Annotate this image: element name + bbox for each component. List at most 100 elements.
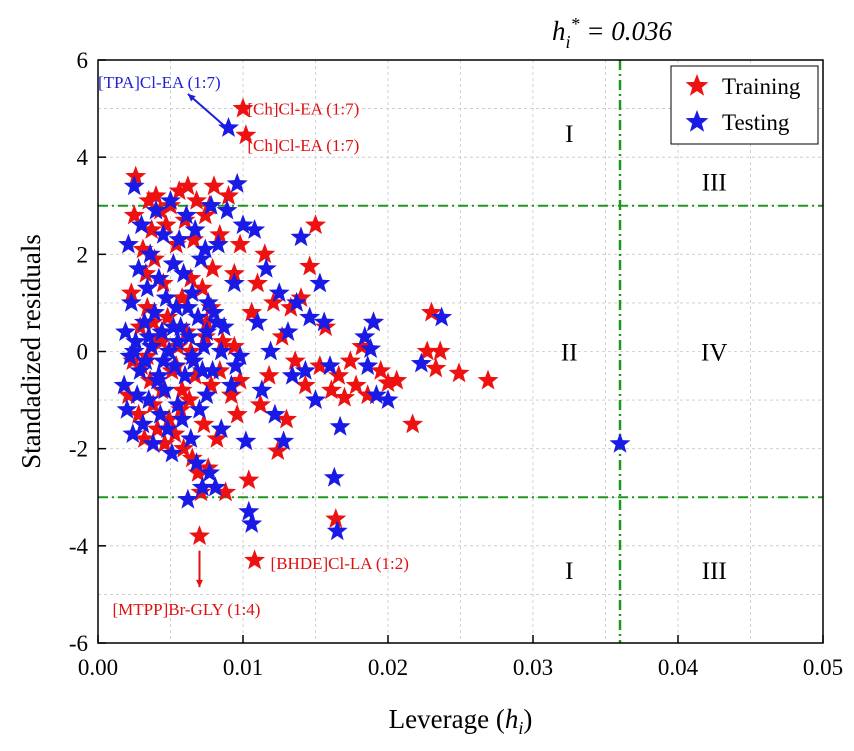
axis-ticks: 0.00 0.01 0.02 0.03 0.04 0.05 -6 -4 -2 0 2 4 6: [69, 48, 843, 680]
testing-point: [319, 355, 341, 375]
testing-point: [225, 355, 247, 375]
training-point: [334, 386, 355, 407]
x-tick-label: 0.03: [513, 655, 553, 680]
testing-point: [294, 359, 316, 380]
x-axis-title-suffix: ): [523, 704, 532, 734]
y-axis-title: Standadized residuals: [16, 234, 46, 469]
testing-point: [193, 335, 215, 356]
testing-point: [116, 398, 138, 419]
x-tick-label: 0.01: [223, 655, 263, 680]
training-point: [128, 403, 150, 424]
training-point: [138, 189, 160, 210]
testing-point: [138, 325, 160, 346]
testing-point: [410, 352, 432, 373]
testing-point: [299, 306, 321, 327]
testing-point: [305, 389, 326, 409]
training-point: [158, 408, 180, 429]
training-point: [186, 189, 208, 210]
testing-point: [149, 403, 171, 424]
y-tick-label: 6: [77, 48, 89, 73]
testing-point: [213, 316, 235, 337]
testing-point: [132, 413, 154, 434]
threshold-lines: [98, 60, 823, 643]
training-point: [229, 369, 251, 390]
point-annotation: [BHDE]Cl-LA (1:2): [271, 554, 409, 573]
y-tick-label: -6: [69, 631, 88, 656]
training-point: [263, 291, 284, 312]
testing-point: [191, 359, 213, 380]
training-point: [136, 296, 158, 317]
training-point: [238, 469, 260, 490]
training-point: [421, 301, 442, 322]
training-point: [187, 462, 209, 482]
testing-point: [210, 418, 232, 439]
testing-point: [187, 306, 209, 327]
testing-point: [155, 287, 177, 307]
point-annotation: [Ch]Cl-EA (1:7): [247, 100, 359, 119]
testing-point: [277, 321, 299, 341]
testing-point: [152, 350, 174, 371]
legend-star-testing: [685, 110, 709, 132]
testing-point: [206, 311, 228, 332]
testing-point: [157, 418, 179, 439]
testing-point: [115, 321, 136, 341]
training-point: [271, 325, 293, 346]
testing-point: [229, 345, 251, 366]
testing-point: [202, 359, 223, 380]
testing-point: [177, 488, 199, 509]
training-point: [183, 228, 205, 249]
testing-point: [126, 384, 148, 405]
training-point: [220, 384, 242, 405]
testing-point: [377, 389, 399, 409]
annotation-arrow: [187, 93, 225, 127]
training-point: [229, 233, 251, 254]
training-point: [154, 432, 176, 453]
testing-point: [177, 296, 199, 317]
testing-point: [136, 277, 158, 298]
testing-point: [165, 296, 187, 317]
testing-point: [125, 330, 147, 351]
training-point: [290, 287, 312, 307]
training-point: [305, 214, 326, 235]
x-axis-title-variable: h: [505, 704, 519, 734]
legend-label-testing: Testing: [722, 110, 790, 135]
testing-point: [151, 321, 173, 341]
training-point: [189, 525, 210, 545]
testing-point: [152, 223, 174, 244]
testing-point: [196, 321, 218, 341]
annotations: [TPA]Cl-EA (1:7) [Ch]Cl-EA (1:7) [Ch]Cl-EA…: [98, 73, 409, 619]
training-point: [321, 379, 342, 400]
testing-point: [167, 330, 189, 351]
training-point: [135, 262, 157, 283]
training-point: [241, 301, 263, 322]
training-point: [247, 272, 268, 293]
threshold-label-subscript: i: [566, 32, 571, 52]
testing-point: [205, 476, 226, 497]
y-tick-label: -4: [69, 534, 89, 559]
data-points: [113, 97, 631, 570]
training-point: [180, 267, 202, 288]
region-label: II: [561, 340, 578, 367]
training-point: [244, 549, 266, 570]
testing-point: [148, 267, 170, 288]
testing-point: [154, 379, 176, 400]
training-point: [203, 175, 225, 196]
training-point: [276, 408, 297, 429]
annotation-arrowhead: [196, 579, 203, 588]
testing-point: [164, 355, 186, 375]
testing-point: [120, 291, 142, 312]
training-point: [294, 374, 316, 395]
testing-point: [186, 452, 208, 473]
training-point: [345, 374, 367, 395]
testing-point: [207, 233, 229, 254]
testing-point: [431, 306, 453, 327]
testing-point: [144, 301, 165, 322]
testing-point: [174, 364, 196, 385]
testing-point: [247, 311, 268, 332]
training-point: [339, 350, 361, 371]
training-point: [178, 389, 200, 409]
testing-point: [281, 364, 303, 385]
testing-point: [133, 311, 155, 332]
testing-point: [260, 340, 281, 361]
training-point: [232, 97, 254, 118]
